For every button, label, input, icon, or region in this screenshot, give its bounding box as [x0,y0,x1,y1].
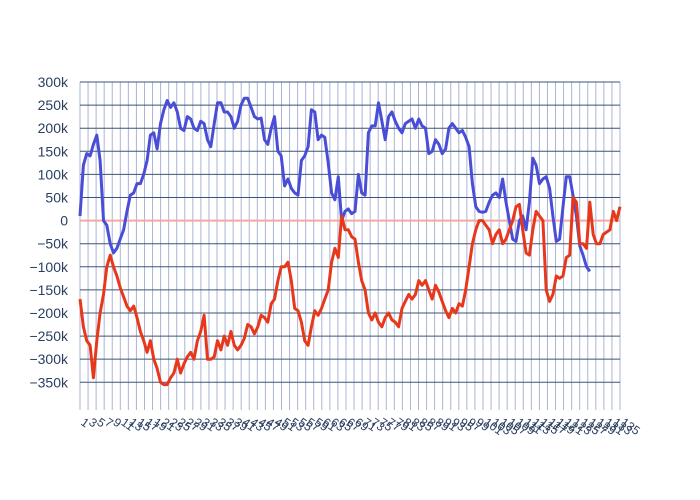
series-line-2 [78,196,622,387]
series-line-1 [78,96,592,273]
y-tick-label: −350k [29,374,69,390]
y-tick-label: 300k [38,74,69,90]
y-tick-label: 0 [60,213,68,229]
y-tick-label: −150k [29,282,69,298]
series-layer [78,96,622,387]
y-tick-label: −50k [37,236,69,252]
y-axis: 300k 250k 200k 150k 100k 50k 0 −50k −100k −150k −2… [29,74,69,390]
y-tick-label: 200k [38,120,69,136]
y-tick-label: 250k [38,97,69,113]
y-tick-label: −300k [29,351,69,367]
x-axis: 1357911131517192123252729313335373941434… [78,415,643,438]
y-tick-label: 150k [38,143,69,159]
y-tick-label: −100k [29,259,69,275]
y-tick-label: 100k [38,166,69,182]
y-tick-label: −200k [29,305,69,321]
y-tick-label: 50k [45,189,69,205]
y-tick-label: −250k [29,328,69,344]
